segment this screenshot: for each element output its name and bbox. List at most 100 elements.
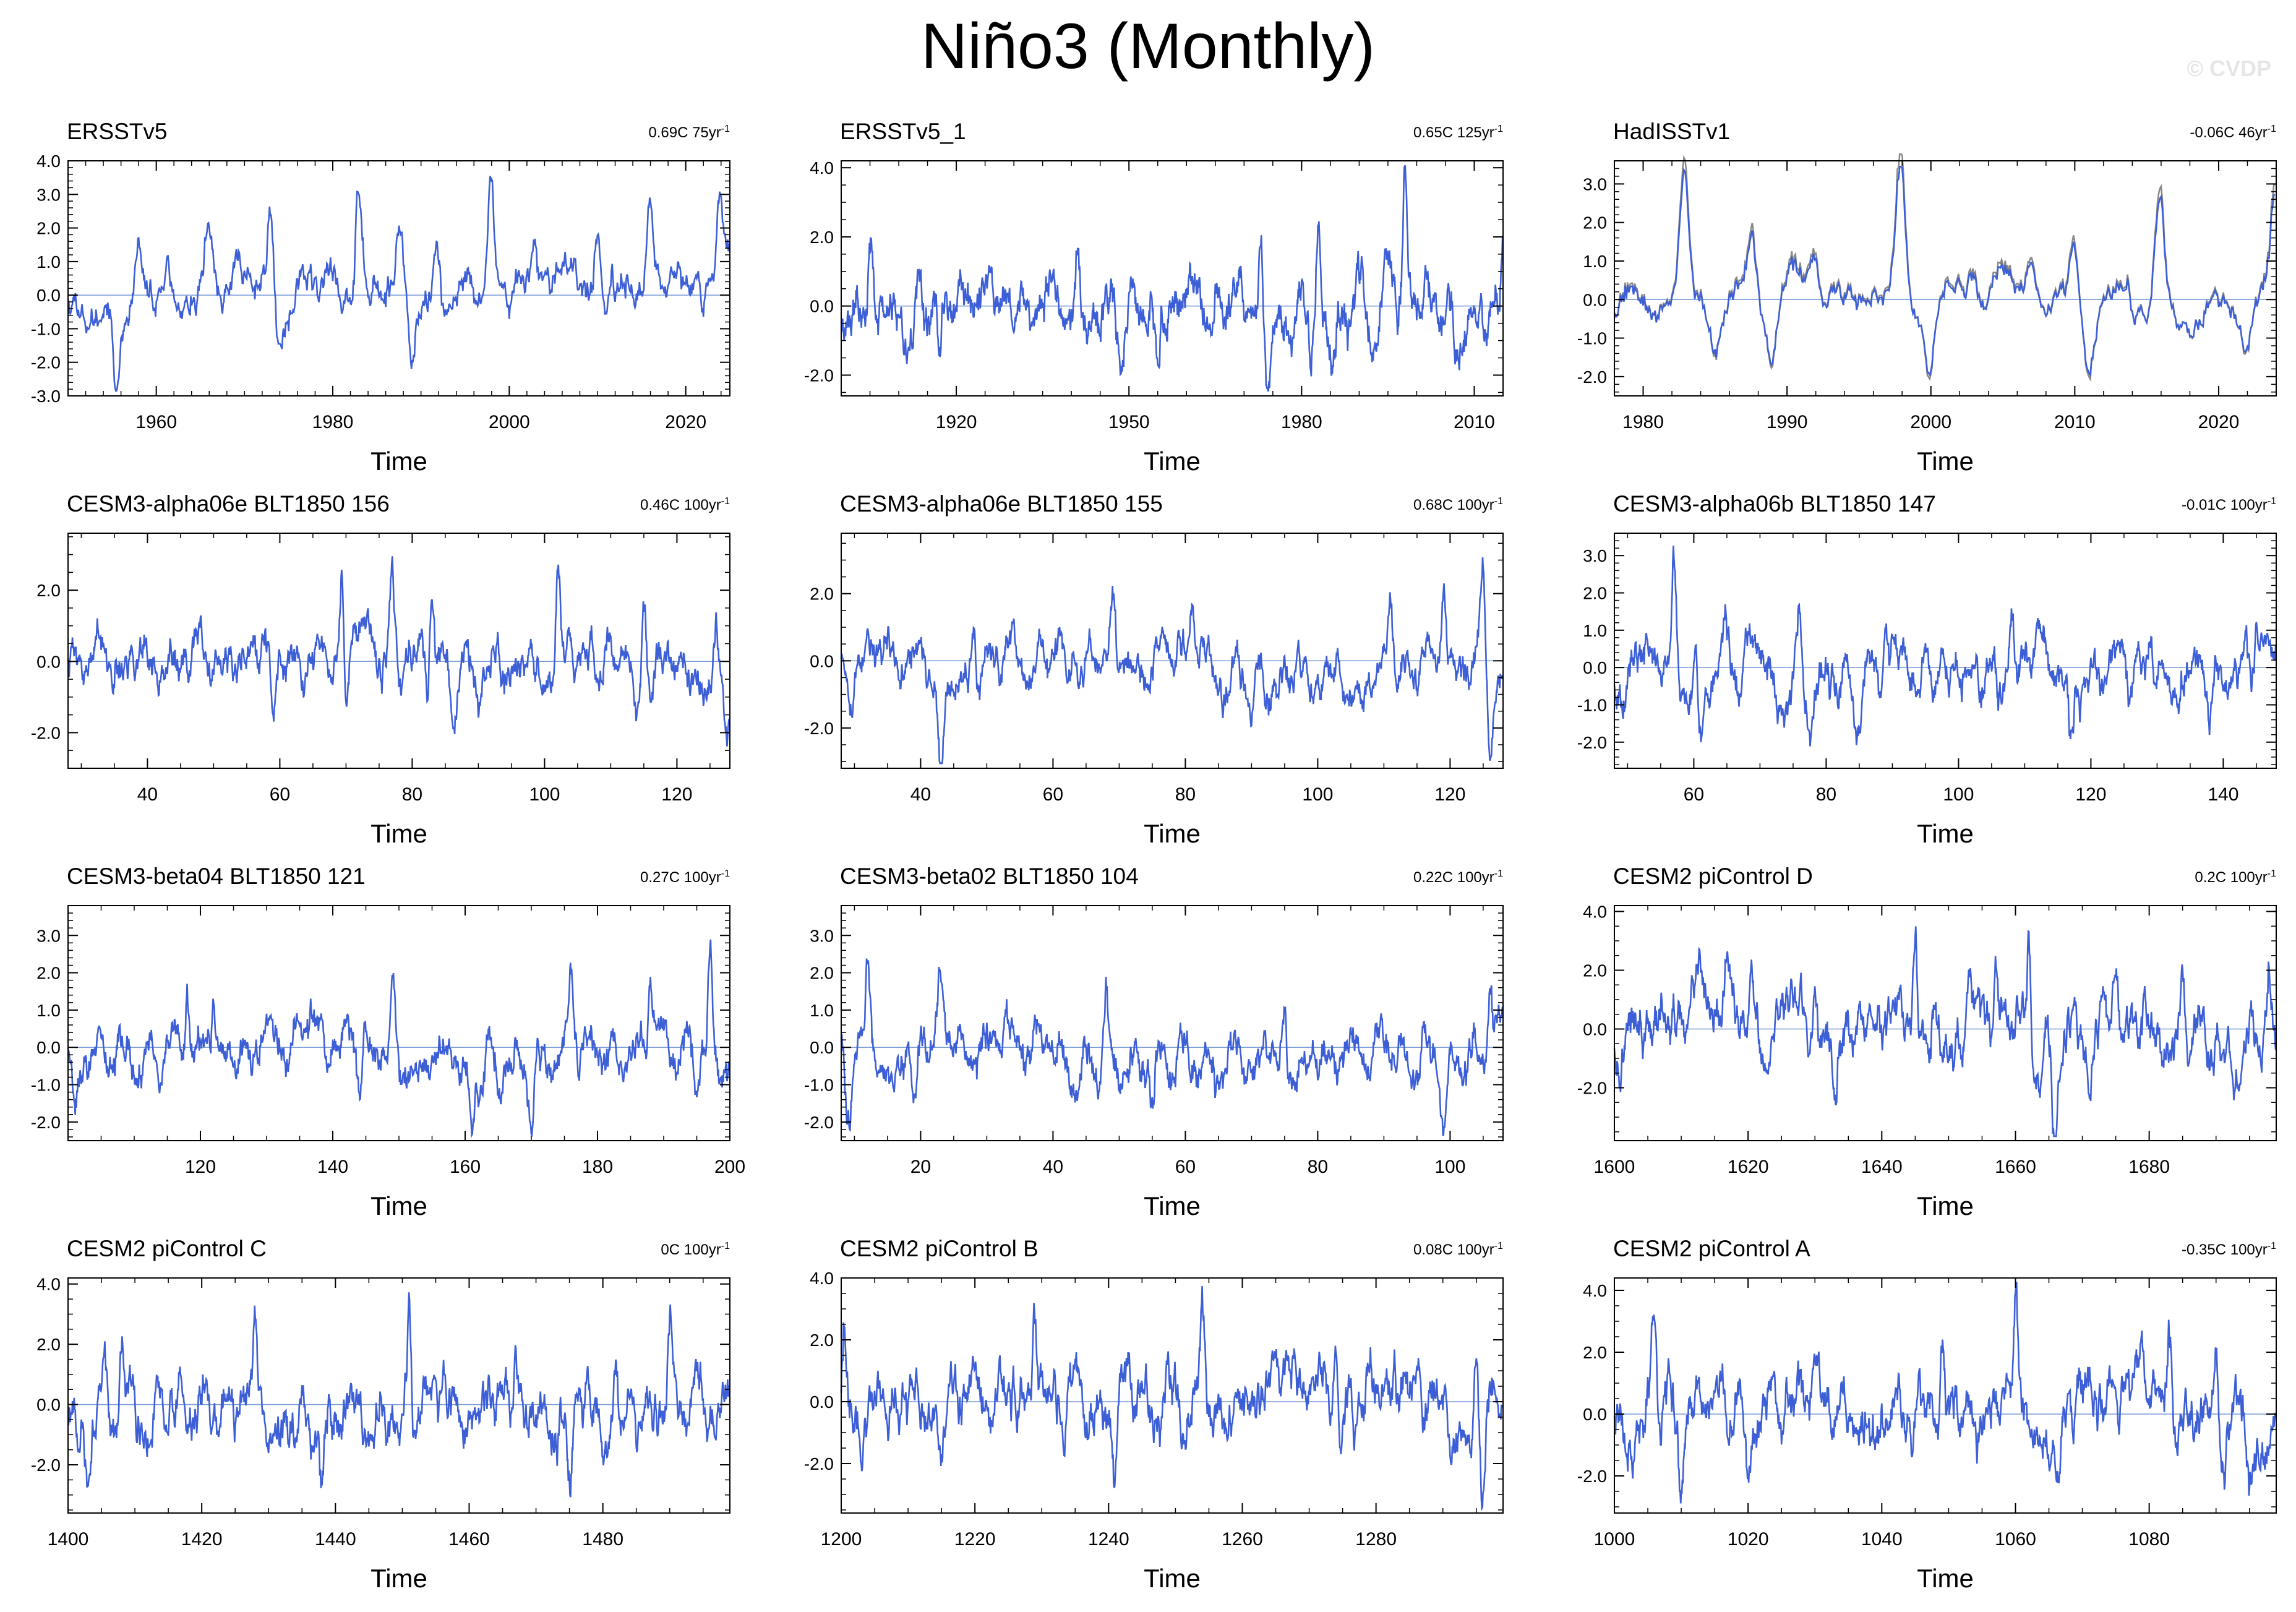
x-tick-label: 20 xyxy=(910,1157,931,1177)
trend-exponent: -1 xyxy=(1494,868,1503,879)
x-tick-label: 200 xyxy=(714,1157,745,1177)
y-tick-label: 4.0 xyxy=(36,1275,61,1294)
x-tick-label: 80 xyxy=(1816,784,1836,805)
watermark: © CVDP xyxy=(2187,56,2271,81)
y-tick-label: 2.0 xyxy=(810,1331,834,1350)
y-tick-label: -1.0 xyxy=(31,1076,61,1095)
x-tick-label: 1980 xyxy=(312,412,354,432)
x-axis-label: Time xyxy=(1144,1564,1201,1593)
x-tick-label: 1400 xyxy=(48,1529,89,1550)
y-tick-label: 0.0 xyxy=(36,1395,61,1415)
x-tick-label: 40 xyxy=(1043,1157,1063,1177)
trend-label: 0.27C 100yr-1 xyxy=(640,868,730,886)
plot-frame xyxy=(1614,160,2277,397)
panel-title: CESM3-alpha06e BLT1850 156 xyxy=(67,491,390,517)
x-tick-label: 2010 xyxy=(1454,412,1495,432)
x-tick-label: 1980 xyxy=(1622,412,1664,432)
y-tick-label: 2.0 xyxy=(1583,961,1607,980)
trend-value: 0.68C 100yr xyxy=(1413,497,1494,513)
x-tick-label: 1460 xyxy=(448,1529,490,1550)
panel-title: CESM2 piControl B xyxy=(840,1236,1039,1261)
x-tick-label: 2020 xyxy=(2198,412,2240,432)
x-axis-label: Time xyxy=(371,1564,427,1593)
trend-value: 0.2C 100yr xyxy=(2195,869,2268,886)
y-tick-label: 0.0 xyxy=(810,1038,834,1057)
x-tick-label: 1020 xyxy=(1728,1529,1769,1550)
trend-label: -0.06C 46yr-1 xyxy=(2190,124,2276,142)
trend-exponent: -1 xyxy=(2267,1241,2276,1251)
x-tick-label: 1080 xyxy=(2128,1529,2170,1550)
x-tick-label: 1950 xyxy=(1108,412,1150,432)
panel-title: HadISSTv1 xyxy=(1613,119,1731,144)
plot-frame xyxy=(67,1277,730,1514)
plot-frame xyxy=(67,160,730,397)
y-tick-label: -2.0 xyxy=(1577,733,1607,752)
y-tick-label: -2.0 xyxy=(804,1113,834,1132)
y-tick-label: 3.0 xyxy=(36,185,61,204)
y-tick-label: 2.0 xyxy=(36,964,61,983)
y-tick-label: -1.0 xyxy=(1577,329,1607,348)
series-line xyxy=(840,958,1504,1136)
panel-title: CESM3-alpha06e BLT1850 155 xyxy=(840,491,1163,517)
x-tick-label: 180 xyxy=(582,1157,613,1177)
x-tick-label: 120 xyxy=(661,784,692,805)
x-tick-label: 1060 xyxy=(1995,1529,2036,1550)
series-line xyxy=(1613,165,2276,378)
y-tick-label: 4.0 xyxy=(1583,902,1607,922)
y-tick-label: 0.0 xyxy=(1583,290,1607,309)
y-tick-label: -2.0 xyxy=(1577,367,1607,387)
y-tick-label: 4.0 xyxy=(810,1269,834,1288)
x-axis-label: Time xyxy=(1144,819,1201,848)
plot-frame xyxy=(67,905,730,1141)
trend-value: 0.08C 100yr xyxy=(1413,1241,1494,1258)
y-tick-label: 0.0 xyxy=(36,652,61,671)
series-line xyxy=(67,1292,730,1498)
plot-frame xyxy=(1614,1277,2277,1514)
panel-title: ERSSTv5 xyxy=(67,119,168,144)
x-tick-label: 1200 xyxy=(821,1529,862,1550)
trend-value: -0.35C 100yr xyxy=(2182,1241,2268,1258)
x-tick-label: 1040 xyxy=(1861,1529,1903,1550)
y-tick-label: -3.0 xyxy=(31,387,61,406)
x-tick-label: 80 xyxy=(1308,1157,1328,1177)
x-tick-label: 100 xyxy=(1434,1157,1465,1177)
series-line xyxy=(840,557,1504,765)
series-line-observed xyxy=(1613,153,2276,382)
y-tick-label: 0.0 xyxy=(36,1038,61,1057)
x-tick-label: 2000 xyxy=(1910,412,1951,432)
x-tick-label: 60 xyxy=(1043,784,1063,805)
y-tick-label: 2.0 xyxy=(810,964,834,983)
y-tick-label: -2.0 xyxy=(31,353,61,372)
trend-exponent: -1 xyxy=(1494,124,1503,134)
x-tick-label: 2010 xyxy=(2054,412,2096,432)
y-tick-label: -2.0 xyxy=(804,1454,834,1473)
trend-exponent: -1 xyxy=(721,1241,730,1251)
y-tick-label: 0.0 xyxy=(810,1392,834,1412)
trend-label: 0.08C 100yr-1 xyxy=(1413,1241,1503,1259)
x-axis-label: Time xyxy=(1144,1191,1201,1220)
y-tick-label: 4.0 xyxy=(1583,1281,1607,1300)
y-tick-label: 3.0 xyxy=(1583,546,1607,565)
plot-frame xyxy=(841,160,1504,397)
trend-value: 0.22C 100yr xyxy=(1413,869,1494,886)
x-tick-label: 1600 xyxy=(1594,1157,1635,1177)
plot-frame xyxy=(841,905,1504,1141)
y-tick-label: 2.0 xyxy=(1583,213,1607,233)
page-title: Niño3 (Monthly) xyxy=(920,11,1376,82)
trend-label: 0.22C 100yr-1 xyxy=(1413,868,1503,886)
x-tick-label: 2020 xyxy=(665,412,706,432)
y-tick-label: 0.0 xyxy=(1583,658,1607,677)
y-tick-label: 2.0 xyxy=(1583,584,1607,603)
x-tick-label: 1440 xyxy=(315,1529,356,1550)
y-tick-label: -2.0 xyxy=(1577,1467,1607,1486)
series-line xyxy=(840,1286,1504,1512)
x-tick-label: 1660 xyxy=(1995,1157,2036,1177)
y-tick-label: 2.0 xyxy=(36,1335,61,1354)
x-tick-label: 120 xyxy=(2075,784,2106,805)
x-tick-label: 40 xyxy=(137,784,158,805)
